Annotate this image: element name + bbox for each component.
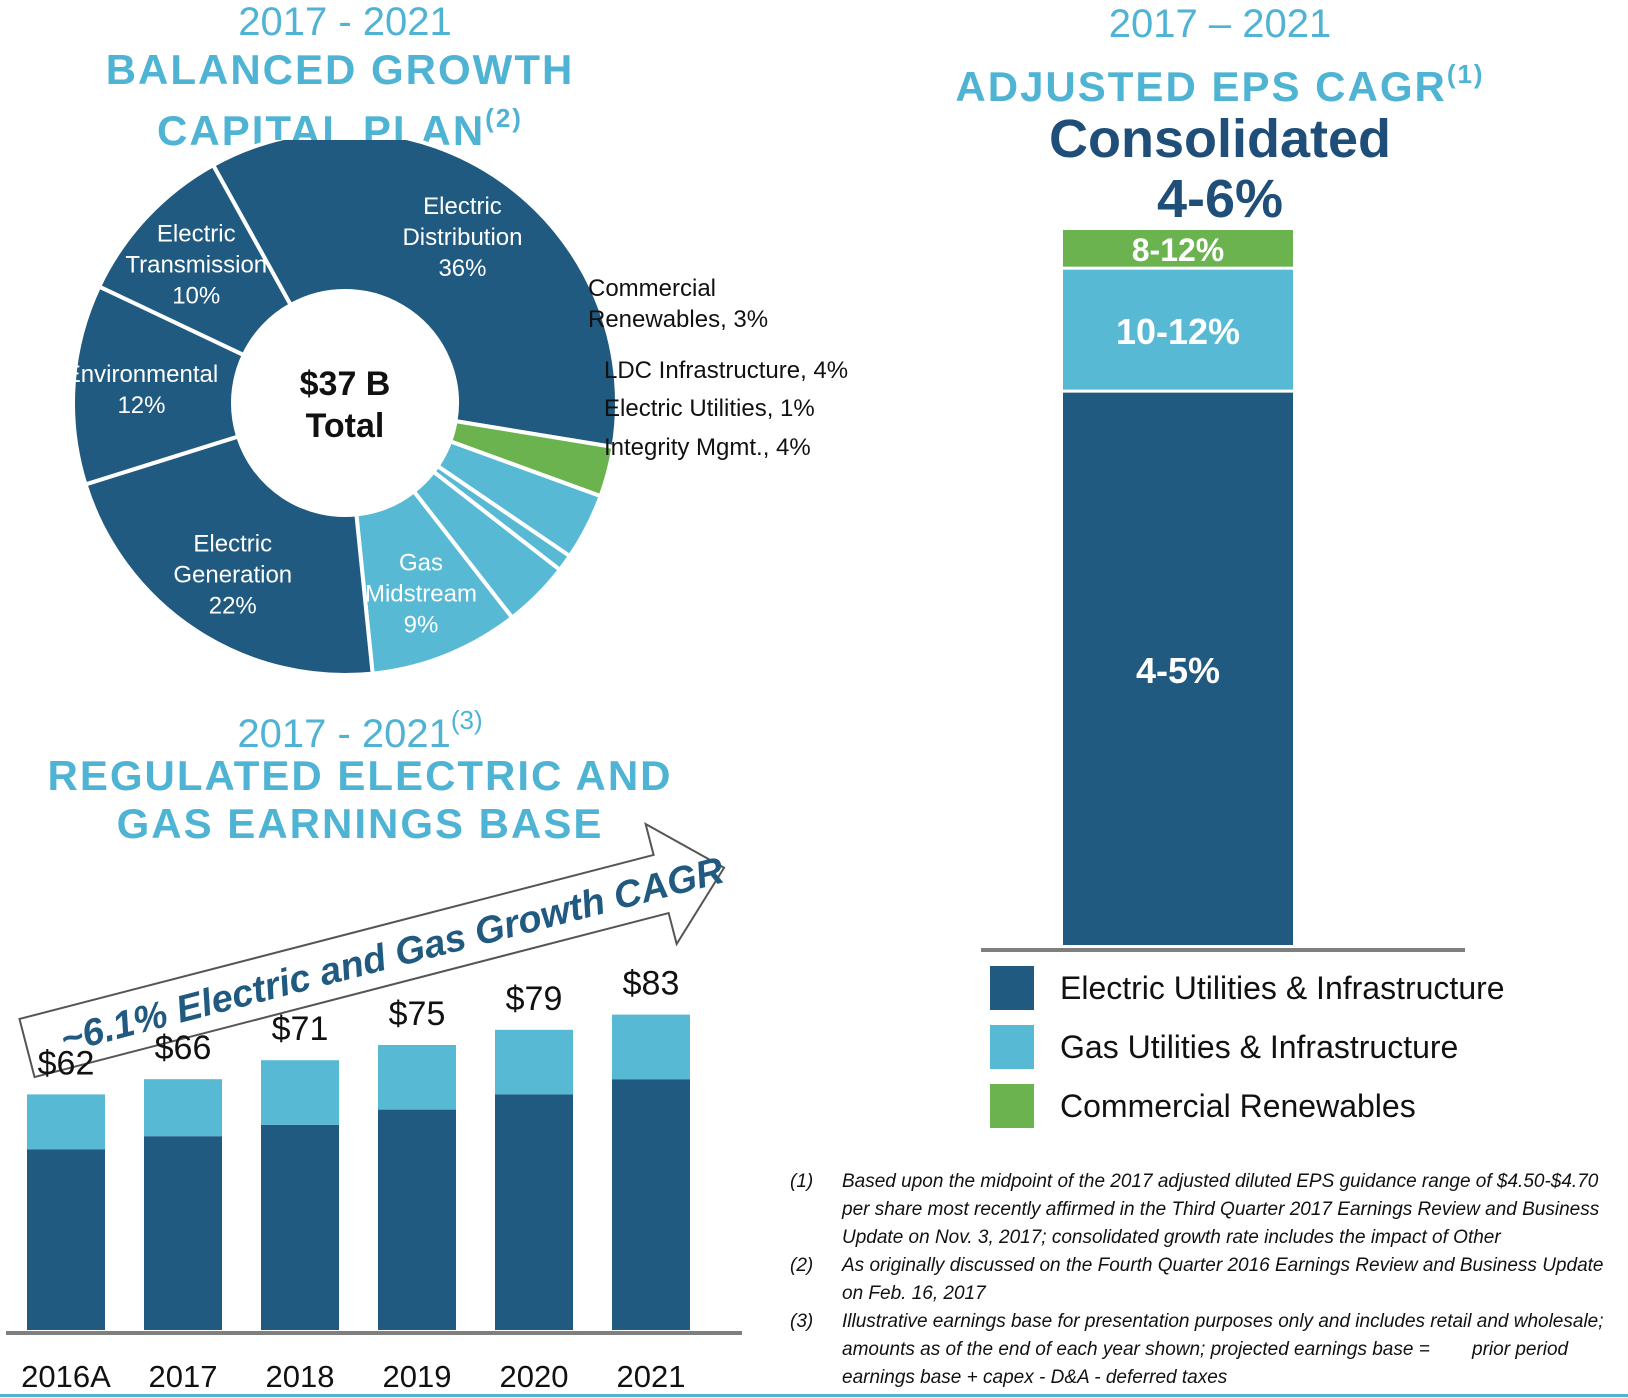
donut-label-electric-generation: Electric Generation 22% — [173, 530, 292, 619]
footnote-2: (2) As originally discussed on the Fourt… — [790, 1252, 1620, 1308]
earnings-bar-2019-segment-1 — [378, 1109, 456, 1330]
earnings-base-title-line1: REGULATED ELECTRIC AND — [47, 752, 673, 799]
legend-item-renewables: Commercial Renewables — [990, 1084, 1416, 1128]
eps-segment-commercial-renewables — [1063, 230, 1293, 267]
footnote-1: (1) Based upon the midpoint of the 2017 … — [790, 1168, 1620, 1252]
eps-segment-label-gas-utilities-infrastructure: 10-12% — [1116, 311, 1240, 352]
earnings-bar-value-2020: $79 — [506, 980, 563, 1018]
legend-label-gas: Gas Utilities & Infrastructure — [1060, 1028, 1459, 1065]
earnings-bar-category-2021: 2021 — [617, 1359, 686, 1394]
donut-label-electric-transmission: Electric Transmission 10% — [125, 220, 267, 309]
earnings-bar-2018-segment-1 — [261, 1124, 339, 1330]
legend-swatch-electric — [990, 966, 1034, 1010]
donut-slice-electric-generation — [82, 434, 375, 677]
earnings-bar-category-2016A: 2016A — [21, 1359, 111, 1394]
footnote-3-text: Illustrative earnings base for presentat… — [842, 1311, 1609, 1388]
earnings-base-bar-chart: ~6.1% Electric and Gas Growth CAGR $6220… — [6, 821, 742, 1394]
donut-slice-electric-transmission — [96, 162, 294, 358]
earnings-base-footnote-ref: (3) — [450, 705, 483, 735]
capital-plan-years: 2017 - 2021 — [238, 0, 452, 44]
earnings-bar-2021-segment-2 — [612, 1014, 690, 1080]
capital-plan-donut-chart: Electric Distribution 36% Commercial Renewab… — [65, 140, 848, 677]
earnings-bar-category-2017: 2017 — [149, 1359, 218, 1394]
earnings-base-title: REGULATED ELECTRIC AND GAS EARNINGS BASE — [20, 752, 700, 848]
earnings-bar-value-2018: $71 — [272, 1010, 329, 1048]
eps-consolidated-value: 4-6% — [1156, 169, 1284, 229]
earnings-bar-2017-segment-1 — [144, 1136, 222, 1330]
donut-label-commercial-renewables: Commercial Renewables, 3% — [588, 275, 768, 333]
eps-footnote-ref: (1) — [1446, 59, 1485, 89]
eps-segment-gas-utilities-infrastructure — [1063, 269, 1293, 390]
earnings-bar-2021-segment-1 — [612, 1079, 690, 1330]
earnings-base-title-line2: GAS EARNINGS BASE — [116, 800, 604, 847]
eps-segment-label-commercial-renewables: 8-12% — [1132, 232, 1225, 268]
earnings-bar-value-2021: $83 — [623, 965, 680, 1003]
footnote-1-text: Based upon the midpoint of the 2017 adju… — [842, 1171, 1600, 1248]
earnings-base-years: 2017 - 2021(3) — [180, 705, 540, 757]
eps-years: 2017 – 2021 — [1108, 2, 1332, 46]
earnings-bar-2020-segment-2 — [495, 1029, 573, 1095]
earnings-bar-2016A-segment-1 — [27, 1149, 105, 1330]
eps-consolidated-label: Consolidated — [1048, 109, 1391, 169]
bottom-rule — [0, 1394, 1628, 1397]
footnote-3: (3) Illustrative earnings base for prese… — [790, 1308, 1620, 1392]
legend-label-electric: Electric Utilities & Infrastructure — [1060, 969, 1505, 1006]
eps-bars: 4-5% 10-12% 8-12% — [1063, 230, 1293, 945]
earnings-bar-2017-segment-2 — [144, 1079, 222, 1137]
earnings-bar-category-2020: 2020 — [500, 1359, 569, 1394]
earnings-bar-category-2019: 2019 — [383, 1359, 452, 1394]
earnings-bar-value-2019: $75 — [389, 995, 446, 1033]
capital-plan-footnote-ref: (2) — [485, 103, 523, 133]
earnings-bar-2020-segment-1 — [495, 1094, 573, 1330]
donut-center-total-label: Total — [306, 407, 385, 445]
donut-slices — [71, 140, 619, 677]
earnings-base-bars: $62 2016A $66 2017 $71 2018 $75 2019 $79 2020 $83 2… — [21, 965, 690, 1394]
donut-label-environmental: Environmental 12% — [65, 361, 218, 419]
donut-label-electric-distribution: Electric Distribution 36% — [402, 193, 522, 282]
legend-swatch-renewables — [990, 1084, 1034, 1128]
capital-plan-title-line1: BALANCED GROWTH — [105, 46, 575, 93]
earnings-bar-2016A-segment-2 — [27, 1094, 105, 1150]
eps-stacked-bar-chart: 4-5% 10-12% 8-12% — [981, 230, 1465, 952]
earnings-bar-value-2016A: $62 — [38, 1044, 95, 1082]
earnings-bar-2019-segment-2 — [378, 1045, 456, 1110]
legend-item-gas: Gas Utilities & Infrastructure — [990, 1025, 1458, 1069]
footnote-3-number: (3) — [790, 1311, 814, 1332]
donut-label-electric-utilities: Electric Utilities, 1% — [604, 395, 815, 422]
donut-label-gas-midstream: Gas Midstream 9% — [365, 549, 477, 638]
footnote-2-number: (2) — [790, 1255, 814, 1276]
eps-title: ADJUSTED EPS CAGR(1) — [920, 50, 1520, 111]
earnings-bar-value-2017: $66 — [155, 1029, 212, 1067]
donut-labels: Electric Distribution 36% Commercial Renewab… — [65, 193, 848, 638]
legend-swatch-gas — [990, 1025, 1034, 1069]
donut-center-total-value: $37 B — [300, 365, 391, 403]
eps-segment-label-electric-utilities-infrastructure: 4-5% — [1136, 650, 1220, 691]
footnote-1-number: (1) — [790, 1171, 814, 1192]
donut-label-integrity-mgmt: Integrity Mgmt., 4% — [604, 434, 811, 461]
capital-plan-title: BALANCED GROWTH CAPITAL PLAN(2) — [60, 46, 620, 155]
footnote-2-text: As originally discussed on the Fourth Qu… — [842, 1255, 1604, 1304]
eps-title-text: ADJUSTED EPS CAGR — [955, 63, 1447, 110]
earnings-base-years-text: 2017 - 2021 — [237, 712, 451, 756]
earnings-bar-2018-segment-2 — [261, 1060, 339, 1125]
legend-label-renewables: Commercial Renewables — [1060, 1087, 1416, 1124]
legend-item-electric: Electric Utilities & Infrastructure — [990, 966, 1505, 1010]
donut-slice-electric-distribution — [210, 140, 619, 450]
eps-segment-electric-utilities-infrastructure — [1063, 392, 1293, 945]
earnings-bar-category-2018: 2018 — [266, 1359, 335, 1394]
donut-label-ldc-infrastructure: LDC Infrastructure, 4% — [604, 357, 848, 384]
